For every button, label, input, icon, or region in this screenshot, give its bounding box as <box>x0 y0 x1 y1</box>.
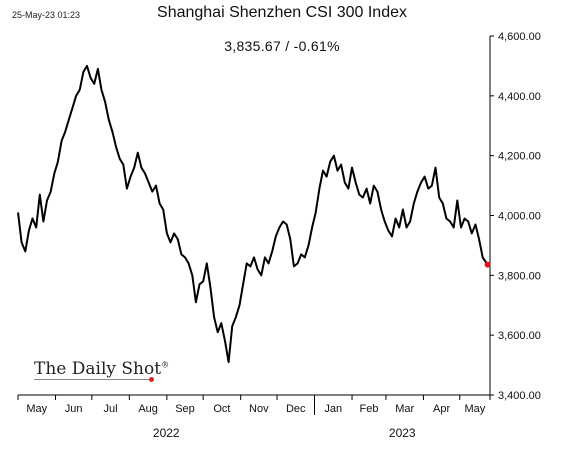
logo-red-dot <box>149 377 154 382</box>
daily-shot-logo: The Daily Shot® <box>34 359 169 379</box>
x-tick-label-month: Feb <box>359 403 378 415</box>
x-tick-labels: May Jun Jul Aug Sep Oct Nov Dec Jan Feb Mar Apr May 2… <box>26 403 485 440</box>
axes <box>18 36 491 396</box>
x-tick-label-month: Apr <box>433 403 450 415</box>
series <box>17 64 491 364</box>
x-tick-label-month: Sep <box>175 403 195 415</box>
chart-title: Shanghai Shenzhen CSI 300 Index <box>157 4 407 21</box>
x-tick-label-year: 2023 <box>389 426 416 440</box>
y-tick-label: 4,000.00 <box>498 211 541 223</box>
last-value-point <box>484 261 491 268</box>
x-tick-label-month: Jul <box>104 403 118 415</box>
chart-subtitle: 3,835.67 / -0.61% <box>224 38 340 54</box>
logo-registered-mark: ® <box>161 360 170 370</box>
x-tick-label-month: May <box>464 403 485 415</box>
y-tick-label: 3,800.00 <box>498 270 541 282</box>
timestamp: 25-May-23 01:23 <box>12 10 81 20</box>
y-tick-label: 4,600.00 <box>498 31 541 43</box>
x-tick-label-month: Jan <box>324 403 342 415</box>
x-tick-label-month: Dec <box>286 403 306 415</box>
x-tick-label-month: Nov <box>249 403 269 415</box>
y-tick-label: 4,200.00 <box>498 151 541 163</box>
logo-text: The Daily Shot <box>34 359 162 379</box>
y-tick-label: 3,600.00 <box>498 330 541 342</box>
x-tick-label-month: May <box>26 403 47 415</box>
x-tick-label-month: Mar <box>395 403 414 415</box>
y-tick-label: 4,400.00 <box>498 91 541 103</box>
x-tick-label-year: 2022 <box>153 426 180 440</box>
x-tick-label-month: Aug <box>138 403 158 415</box>
y-tick-labels: 3,400.00 3,600.00 3,800.00 4,000.00 4,200.00… <box>498 31 541 402</box>
x-tick-label-month: Oct <box>213 403 230 415</box>
series-line <box>17 64 489 364</box>
tick-marks <box>17 35 494 415</box>
y-tick-label: 3,400.00 <box>498 390 541 402</box>
logo-underline <box>34 379 152 380</box>
x-tick-label-month: Jun <box>65 403 83 415</box>
